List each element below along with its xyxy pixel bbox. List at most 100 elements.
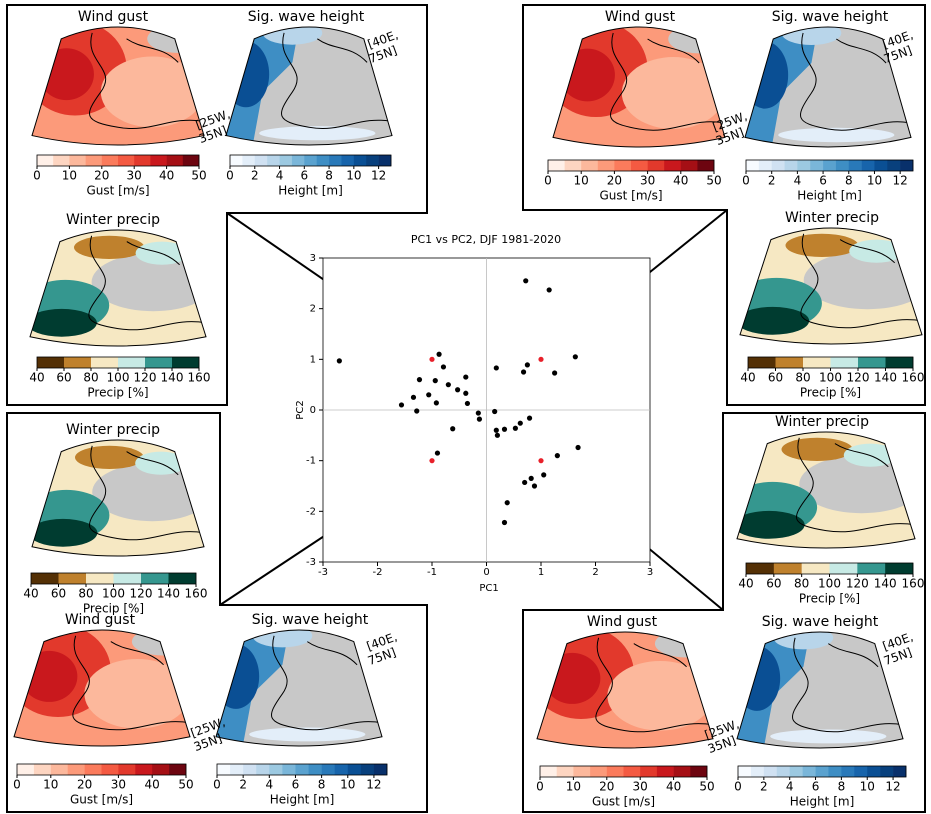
colorbar-tick-label: 40	[29, 371, 44, 385]
y-tick-label: -1	[306, 456, 316, 467]
x-tick-label: 1	[538, 567, 544, 578]
field	[38, 48, 94, 101]
colorbar-bin	[540, 766, 557, 777]
colorbar-tick-label: 10	[867, 174, 882, 188]
field	[226, 41, 270, 108]
point	[528, 475, 534, 481]
colorbar-bin	[874, 160, 888, 171]
colorbar-frame	[229, 154, 392, 167]
point	[493, 365, 499, 371]
point	[426, 392, 432, 398]
colorbar-tick-label: 6	[812, 780, 820, 794]
chart-title: PC1 vs PC2, DJF 1981-2020	[411, 233, 561, 246]
point	[476, 416, 483, 422]
map-field	[14, 630, 190, 746]
point	[522, 479, 528, 486]
colorbar-bin	[329, 155, 342, 166]
colorbar-bin	[113, 573, 142, 584]
point	[464, 400, 471, 407]
colorbar-tick-label: 80	[78, 587, 93, 601]
map-title: Winter precip	[785, 210, 879, 226]
y-tick-label: -3	[306, 557, 316, 568]
colorbar-label: Height [m]	[797, 189, 862, 203]
point	[546, 287, 552, 293]
field	[607, 661, 713, 731]
colorbar-bin	[101, 155, 119, 166]
colorbar-bin	[50, 764, 68, 775]
colorbar-bin	[145, 357, 173, 368]
colorbar-tick-label: 120	[846, 577, 869, 591]
point	[520, 369, 527, 375]
colorbar-tick-label: 160	[902, 577, 925, 591]
colorbar-tick-label: 2	[251, 169, 259, 183]
field	[621, 57, 725, 129]
colorbar-label: Gust [m/s]	[599, 189, 662, 203]
map-title: Sig. wave height	[252, 612, 369, 628]
map-field	[740, 228, 922, 344]
colorbar-tick-label: 12	[371, 169, 386, 183]
field	[75, 445, 144, 469]
colorbar-bin	[304, 155, 317, 166]
colorbar-frame	[216, 763, 388, 776]
coastline	[72, 635, 190, 731]
colorbar-label: Gust [m/s]	[70, 793, 133, 807]
colorbar-bin	[810, 160, 824, 171]
field	[216, 643, 260, 709]
colorbar-tick-label: 2	[239, 778, 247, 792]
colorbar-bin	[182, 155, 200, 166]
panel-frame	[6, 412, 428, 813]
colorbar-bin	[857, 563, 886, 574]
y-tick-label: 0	[310, 405, 316, 416]
colorbar-bin	[37, 155, 54, 166]
colorbar-bin	[830, 357, 859, 368]
colorbar-bin	[828, 766, 842, 777]
colorbar-bin	[581, 160, 599, 171]
colorbar-tick-label: 160	[185, 587, 208, 601]
point	[440, 364, 447, 370]
point	[433, 400, 439, 406]
colorbar-tick-label: 10	[62, 169, 77, 183]
point	[416, 377, 423, 383]
colorbar-tick-label: 10	[860, 780, 875, 794]
field	[74, 235, 145, 259]
point	[450, 426, 456, 432]
colorbar-tick-label: 4	[276, 169, 284, 183]
colorbar-frame	[36, 154, 200, 167]
colorbar-bin	[230, 155, 243, 166]
point	[504, 500, 510, 506]
colorbar-tick-label: 100	[818, 577, 841, 591]
field	[737, 510, 805, 539]
field	[32, 518, 98, 547]
colorbar-tick-label: 50	[178, 778, 193, 792]
colorbar-tick-label: 0	[734, 780, 742, 794]
colorbar-tick-label: 100	[819, 371, 842, 385]
map-frame	[744, 26, 912, 148]
colorbar-bin	[254, 155, 268, 166]
colorbar-bin	[316, 155, 330, 166]
colorbar-bin	[17, 764, 35, 775]
colorbar-tick-label: 80	[795, 371, 810, 385]
colorbar-tick-label: 0	[544, 174, 552, 188]
y-tick-label: 3	[310, 253, 316, 264]
colorbar-tick-label: 80	[794, 577, 809, 591]
colorbar-bin	[58, 573, 87, 584]
colorbar-bin	[631, 160, 648, 171]
colorbar-tick-label: 6	[819, 174, 827, 188]
colorbar-bin	[763, 766, 778, 777]
colorbar-frame	[745, 159, 914, 172]
colorbar-bin	[789, 766, 803, 777]
colorbar-bin	[118, 155, 135, 166]
point	[432, 378, 438, 384]
field	[21, 650, 78, 702]
y-axis-label: PC2	[295, 400, 306, 419]
point	[554, 453, 560, 459]
field	[84, 659, 190, 729]
colorbar-bin	[230, 764, 244, 775]
colorbar-bin	[746, 563, 775, 574]
map-frame	[13, 629, 191, 747]
colorbar-bin	[690, 766, 708, 777]
colorbar-label: Gust [m/s]	[86, 184, 149, 198]
point	[517, 420, 523, 426]
